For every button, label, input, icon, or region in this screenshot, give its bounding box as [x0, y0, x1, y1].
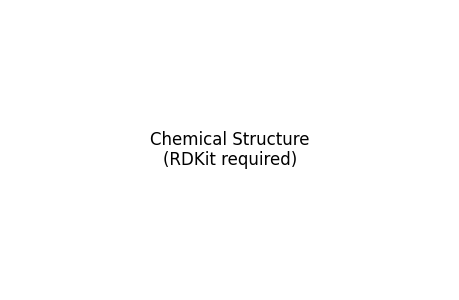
Text: Chemical Structure
(RDKit required): Chemical Structure (RDKit required) [150, 130, 309, 170]
